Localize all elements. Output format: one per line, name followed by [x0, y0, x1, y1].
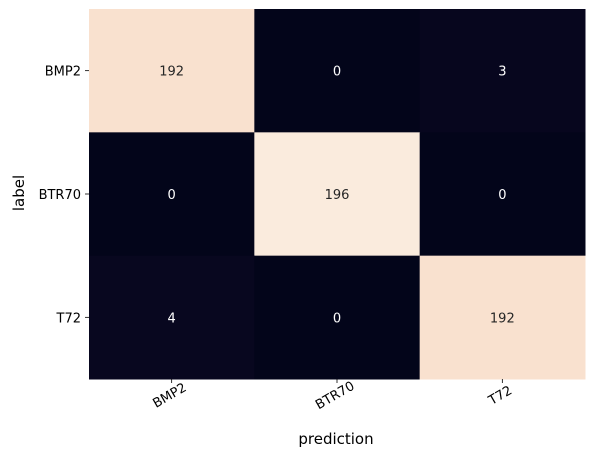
heatmap-cell — [419, 132, 586, 257]
y-tick-label: BMP2 — [45, 65, 81, 80]
cell-value-label: 192 — [490, 311, 515, 326]
x-tick-label: T72 — [485, 383, 515, 409]
heatmap-cell — [89, 9, 255, 133]
cell-value-label: 3 — [498, 65, 506, 80]
heatmap-cells: 192 0 3 0 196 0 4 0 192 — [89, 9, 586, 380]
heatmap-cell — [89, 255, 255, 380]
heatmap-cell — [254, 255, 421, 380]
y-axis-ticks: BMP2 BTR70 T72 — [39, 65, 89, 326]
cell-value-label: 0 — [498, 188, 506, 203]
y-axis-label: label — [10, 175, 28, 211]
x-axis-label: prediction — [298, 430, 373, 448]
x-axis-ticks: BMP2 BTR70 T72 — [150, 379, 514, 413]
cell-value-label: 0 — [333, 311, 341, 326]
heatmap-cell — [419, 9, 586, 133]
x-tick-label: BMP2 — [150, 380, 189, 411]
cell-value-label: 0 — [168, 188, 176, 203]
cell-value-label: 0 — [333, 65, 341, 80]
cell-value-label: 4 — [168, 311, 176, 326]
heatmap-cell — [419, 255, 586, 380]
heatmap-cell — [89, 132, 255, 257]
x-tick-label: BTR70 — [313, 379, 357, 413]
y-tick-label: T72 — [56, 311, 81, 326]
cell-value-label: 192 — [159, 65, 184, 80]
y-tick-label: BTR70 — [39, 188, 81, 203]
heatmap-cell — [254, 132, 421, 257]
heatmap-cell — [254, 9, 421, 133]
cell-value-label: 196 — [325, 188, 350, 203]
